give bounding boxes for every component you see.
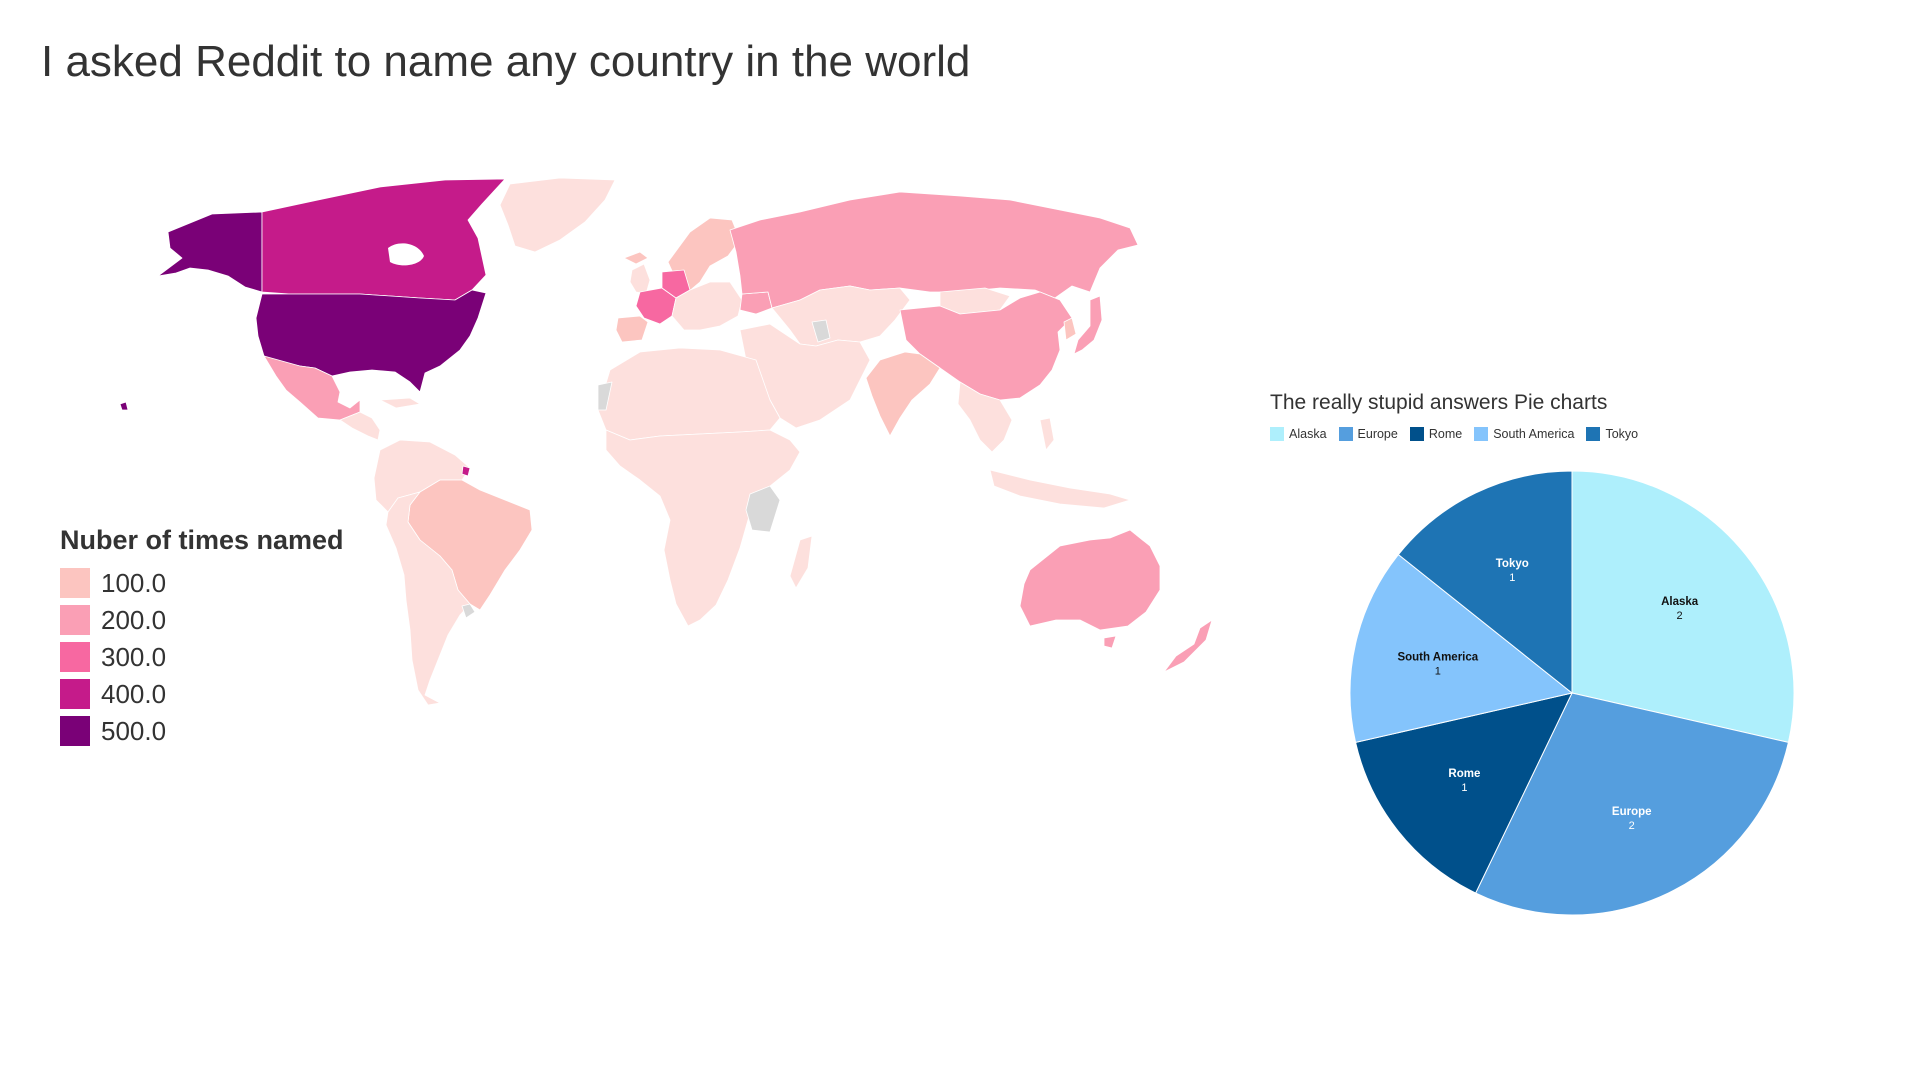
pie-slice-europe[interactable]	[1475, 692, 1790, 916]
pie-slice-rome[interactable]	[1354, 692, 1573, 894]
pie-legend-item[interactable]: Tokyo	[1586, 427, 1638, 441]
slice-value: 2	[1629, 820, 1635, 832]
map-legend: Nuber of times named 100.0 200.0 300.0 4…	[60, 525, 344, 753]
legend-item: 100.0	[60, 568, 344, 598]
region-mexico	[263, 355, 361, 421]
legend-swatch	[60, 642, 90, 672]
pie-slice-alaska[interactable]	[1571, 470, 1795, 743]
pie-legend: Alaska Europe Rome South America Tokyo	[1270, 427, 1650, 441]
region-india	[865, 351, 941, 437]
region-australia	[1019, 529, 1161, 631]
slice-value: 1	[1461, 782, 1467, 794]
legend-item: 400.0	[60, 679, 344, 709]
legend-swatch	[60, 605, 90, 635]
legend-label: 300.0	[101, 641, 167, 672]
region-iceland	[623, 251, 649, 265]
legend-swatch	[60, 716, 90, 746]
slice-value: 1	[1435, 665, 1441, 677]
slice-value: 1	[1509, 572, 1515, 584]
page-title: I asked Reddit to name any country in th…	[41, 37, 971, 86]
region-sub-saharan-africa	[605, 429, 801, 627]
pie-legend-label: Europe	[1357, 427, 1398, 441]
slice-label: South America	[1397, 651, 1478, 663]
pie-chart-title: The really stupid answers Pie charts	[1270, 391, 1608, 414]
pie-slice-south-america[interactable]	[1349, 553, 1574, 743]
region-iberia	[615, 315, 649, 343]
legend-label: 100.0	[101, 567, 167, 598]
region-hawaii	[119, 401, 129, 411]
pie-legend-swatch	[1586, 427, 1601, 441]
slice-label: Rome	[1448, 768, 1480, 780]
legend-item: 500.0	[60, 716, 344, 746]
pie-legend-swatch	[1270, 427, 1284, 441]
region-southeast-asia	[957, 381, 1013, 453]
legend-item: 300.0	[60, 642, 344, 672]
region-western-sahara	[597, 381, 613, 411]
region-horn-of-africa	[745, 485, 781, 533]
region-greenland	[499, 177, 616, 253]
region-caribbean	[379, 397, 421, 409]
legend-label: 500.0	[101, 715, 167, 746]
region-uruguay	[461, 603, 476, 619]
pie-legend-item[interactable]: Europe	[1338, 427, 1398, 441]
slice-label: Europe	[1612, 806, 1652, 818]
region-europe	[671, 281, 743, 331]
slice-label: Tokyo	[1496, 558, 1529, 570]
legend-label: 200.0	[101, 604, 167, 635]
region-china	[899, 291, 1073, 401]
legend-item: 200.0	[60, 605, 344, 635]
pie-legend-item[interactable]: Rome	[1409, 427, 1463, 441]
region-new-zealand	[1163, 619, 1213, 673]
legend-title: Nuber of times named	[60, 525, 344, 555]
region-madagascar	[789, 535, 813, 589]
region-korea	[1063, 317, 1077, 341]
pie-legend-swatch	[1338, 427, 1353, 441]
pie-legend-label: Rome	[1428, 427, 1463, 441]
region-indonesia	[989, 469, 1131, 509]
region-french-guiana	[461, 465, 471, 477]
pie-legend-swatch	[1474, 427, 1489, 441]
region-caspian	[811, 319, 831, 343]
pie-legend-label: South America	[1493, 427, 1575, 441]
slice-label: Alaska	[1661, 596, 1699, 608]
pie-legend-label: Alaska	[1289, 427, 1327, 441]
legend-label: 400.0	[101, 678, 167, 709]
region-japan	[1073, 295, 1103, 355]
legend-swatch	[60, 568, 90, 598]
region-southern-south-america	[385, 491, 471, 706]
pie-legend-item[interactable]: Alaska	[1270, 427, 1327, 441]
slice-value: 2	[1677, 610, 1683, 622]
pie-legend-label: Tokyo	[1605, 427, 1639, 441]
region-philippines	[1039, 417, 1055, 451]
pie-legend-item[interactable]: South America	[1474, 427, 1574, 441]
legend-swatch	[60, 679, 90, 709]
region-central-america	[339, 411, 381, 441]
pie-legend-swatch	[1409, 427, 1424, 441]
region-tasmania	[1103, 635, 1117, 649]
pie-slice-tokyo[interactable]	[1397, 470, 1573, 695]
